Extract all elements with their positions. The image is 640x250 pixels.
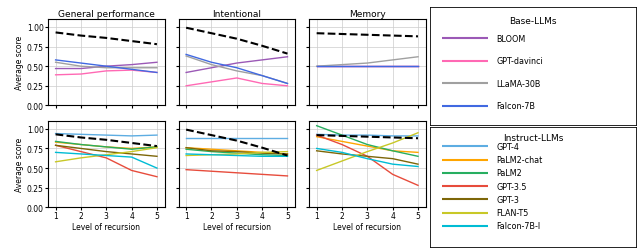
Text: PaLM2: PaLM2 — [496, 168, 522, 177]
Text: GPT-3.5: GPT-3.5 — [496, 182, 527, 191]
Text: Base-LLMs: Base-LLMs — [509, 17, 557, 26]
Text: Falcon-7B: Falcon-7B — [496, 102, 535, 111]
Text: LLaMA-30B: LLaMA-30B — [496, 80, 540, 88]
Text: PaLM2-chat: PaLM2-chat — [496, 156, 542, 164]
X-axis label: Level of recursion: Level of recursion — [72, 222, 140, 231]
Text: GPT-3: GPT-3 — [496, 195, 519, 204]
Y-axis label: Average score: Average score — [15, 138, 24, 192]
Title: Memory: Memory — [349, 10, 386, 19]
Text: Falcon-7B-I: Falcon-7B-I — [496, 222, 540, 230]
X-axis label: Level of recursion: Level of recursion — [203, 222, 271, 231]
Y-axis label: Average score: Average score — [15, 36, 24, 90]
Title: General performance: General performance — [58, 10, 155, 19]
Text: FLAN-T5: FLAN-T5 — [496, 208, 529, 217]
Text: BLOOM: BLOOM — [496, 35, 525, 44]
Text: GPT-4: GPT-4 — [496, 142, 519, 151]
Text: GPT-davinci: GPT-davinci — [496, 57, 543, 66]
Text: Instruct-LLMs: Instruct-LLMs — [503, 134, 563, 142]
Title: Intentional: Intentional — [212, 10, 261, 19]
X-axis label: Level of recursion: Level of recursion — [333, 222, 401, 231]
